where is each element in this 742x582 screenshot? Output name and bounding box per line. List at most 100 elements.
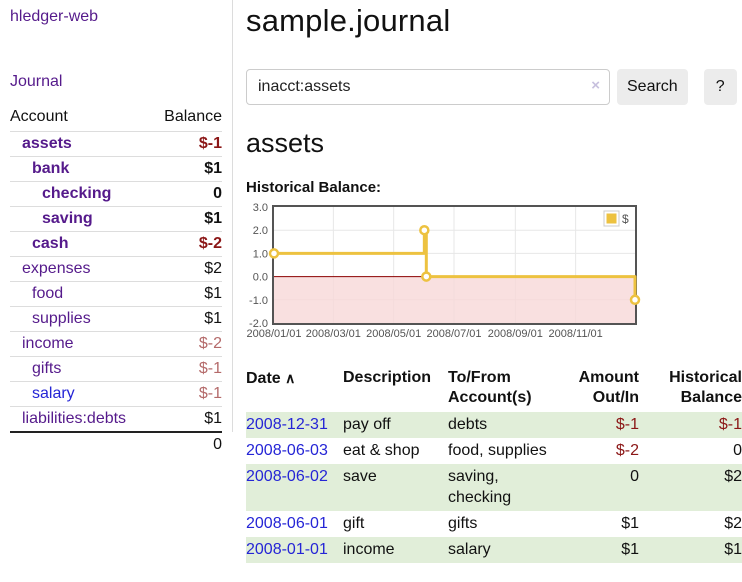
clear-search-icon[interactable]: ×: [591, 77, 600, 94]
register-row: 2008-06-03 eat & shop food, supplies $-2 0: [246, 438, 742, 464]
account-row: income $-2: [10, 331, 222, 357]
register-description: eat & shop: [343, 442, 420, 459]
register-balance: $2: [724, 468, 742, 485]
account-balance: $1: [151, 156, 222, 182]
app-brand-link[interactable]: hledger-web: [10, 8, 99, 25]
page-title: sample.journal: [246, 3, 451, 38]
register-row: 2008-06-01 gift gifts $1 $2: [246, 511, 742, 537]
register-date-link[interactable]: 2008-06-01: [246, 515, 328, 532]
column-header-balance: Historical Balance: [669, 369, 742, 406]
register-accounts: food, supplies: [448, 442, 547, 459]
account-link-cash[interactable]: cash: [32, 235, 69, 252]
account-link-bank[interactable]: bank: [32, 160, 70, 177]
register-description: pay off: [343, 416, 391, 433]
search-form: × Search ?: [246, 69, 742, 105]
register-row: 2008-06-02 save saving, checking 0 $2: [246, 464, 742, 511]
register-date-link[interactable]: 2008-06-02: [246, 468, 328, 485]
account-row: saving $1: [10, 206, 222, 232]
register-accounts: gifts: [448, 515, 478, 532]
svg-text:2008/09/01: 2008/09/01: [488, 328, 543, 340]
svg-text:0.0: 0.0: [253, 272, 268, 284]
register-accounts: debts: [448, 416, 488, 433]
accounts-total-row: 0: [10, 431, 222, 457]
account-link-assets[interactable]: assets: [22, 135, 72, 152]
nav-journal-link[interactable]: Journal: [10, 73, 63, 90]
sort-asc-icon: ∧: [285, 370, 296, 386]
register-amount: $-2: [615, 442, 639, 459]
register-date-link[interactable]: 2008-01-01: [246, 541, 328, 558]
register-row: 2008-12-31 pay off debts $-1 $-1: [246, 412, 742, 438]
historical-balance-chart: 2008/01/01 2008/03/01 2008/05/01 2008/07/01…: [246, 202, 742, 349]
account-balance: $1: [151, 206, 222, 232]
column-header-date[interactable]: Date ∧: [246, 370, 296, 387]
account-link-income[interactable]: income: [22, 335, 74, 352]
accounts-total-value: 0: [151, 431, 222, 457]
account-row: salary $-1: [10, 381, 222, 407]
accounts-header-row: Account Balance: [10, 108, 222, 132]
account-balance: $-1: [198, 135, 222, 152]
account-row: food $1: [10, 281, 222, 307]
register-balance: $2: [724, 515, 742, 532]
register-body: 2008-12-31 pay off debts $-1 $-1 2008-06-03 ea…: [246, 412, 742, 563]
search-box: ×: [246, 69, 610, 105]
accounts-table: Account Balance assets $-1 bank $1 checking 0…: [10, 108, 222, 457]
svg-text:2008/11/01: 2008/11/01: [549, 328, 603, 340]
svg-text:$: $: [622, 212, 629, 226]
svg-text:3.0: 3.0: [253, 202, 268, 214]
account-link-checking[interactable]: checking: [42, 185, 112, 202]
account-balance: $1: [151, 281, 222, 307]
svg-text:2.0: 2.0: [253, 225, 268, 237]
account-link-saving[interactable]: saving: [42, 210, 93, 227]
accounts-total-spacer: [10, 431, 152, 457]
accounts-header-account: Account: [10, 108, 152, 132]
account-link-food[interactable]: food: [32, 285, 64, 302]
column-header-description: Description: [343, 369, 432, 386]
account-link-expenses[interactable]: expenses: [22, 260, 91, 277]
account-link-salary[interactable]: salary: [32, 385, 75, 402]
account-row: gifts $-1: [10, 356, 222, 382]
register-date-link[interactable]: 2008-06-03: [246, 442, 328, 459]
account-heading: assets: [246, 128, 325, 158]
account-row: cash $-2: [10, 231, 222, 257]
chart-label: Historical Balance:: [246, 179, 382, 196]
svg-text:2008/07/01: 2008/07/01: [426, 328, 481, 340]
svg-text:-1.0: -1.0: [249, 295, 268, 307]
help-button[interactable]: ?: [703, 69, 737, 105]
column-header-amount: Amount Out/In: [578, 369, 639, 406]
register-balance: 0: [733, 442, 742, 459]
account-balance: $1: [151, 406, 222, 432]
account-balance: $-1: [151, 356, 222, 382]
register-balance: $-1: [718, 416, 742, 433]
register-amount: $-1: [615, 416, 639, 433]
register-accounts: saving, checking: [448, 468, 512, 506]
account-balance: $2: [151, 256, 222, 282]
accounts-header-balance: Balance: [151, 108, 222, 132]
search-button[interactable]: Search: [617, 69, 688, 105]
register-table: Date ∧ Description To/From Account(s) Am…: [246, 366, 742, 563]
column-header-accounts: To/From Account(s): [448, 369, 532, 406]
main-content: sample.journal × Search ? assets Histori…: [233, 0, 742, 563]
account-balance: $-2: [151, 331, 222, 357]
register-description: gift: [343, 515, 365, 532]
account-link-gifts[interactable]: gifts: [32, 360, 62, 377]
svg-text:2008/03/01: 2008/03/01: [306, 328, 361, 340]
account-balance: $-1: [151, 381, 222, 407]
register-amount: 0: [630, 468, 639, 485]
svg-text:-2.0: -2.0: [249, 318, 268, 330]
svg-text:2008/01/01: 2008/01/01: [246, 328, 301, 340]
register-header-row: Date ∧ Description To/From Account(s) Am…: [246, 366, 742, 412]
register-accounts: salary: [448, 541, 491, 558]
account-balance: $-2: [151, 231, 222, 257]
account-row: liabilities:debts $1: [10, 406, 222, 432]
sidebar: hledger-web Journal Account Balance asse…: [0, 0, 233, 457]
account-link-liabilities-debts[interactable]: liabilities:debts: [22, 410, 127, 427]
account-balance: 0: [151, 181, 222, 207]
account-link-supplies[interactable]: supplies: [32, 310, 91, 327]
register-description: income: [343, 541, 395, 558]
account-row: supplies $1: [10, 306, 222, 332]
search-input[interactable]: [246, 69, 610, 105]
account-row: assets $-1: [10, 132, 222, 157]
register-date-link[interactable]: 2008-12-31: [246, 416, 328, 433]
register-row: 2008-01-01 income salary $1 $1: [246, 537, 742, 563]
register-balance: $1: [724, 541, 742, 558]
